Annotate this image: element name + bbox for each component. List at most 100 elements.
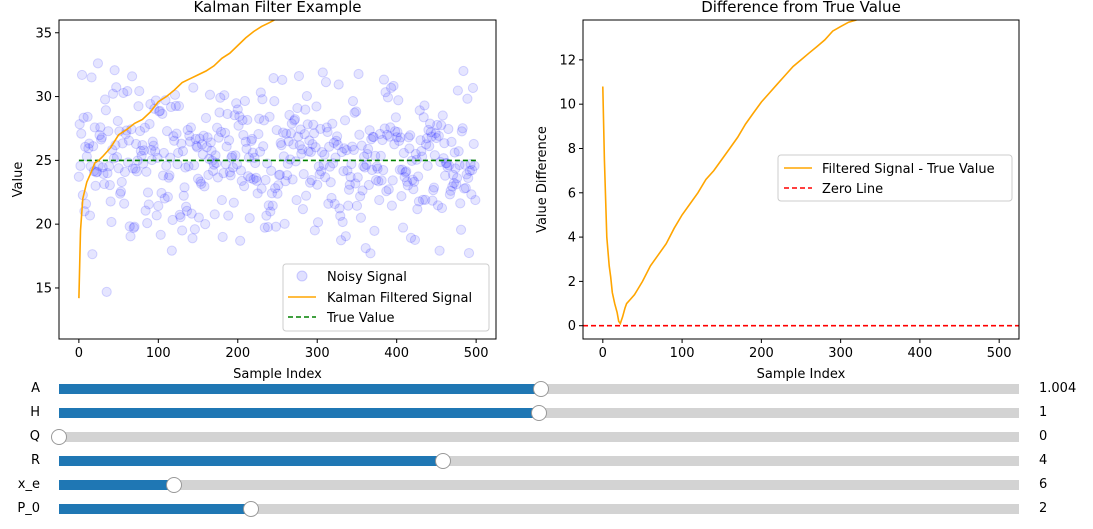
noisy-point xyxy=(252,188,263,199)
noisy-point xyxy=(290,156,301,167)
slider-a-handle[interactable] xyxy=(532,381,549,397)
noisy-point xyxy=(408,183,419,195)
noisy-point xyxy=(289,115,300,126)
slider-p0-value: 2 xyxy=(1039,501,1048,516)
slider-a-track[interactable] xyxy=(59,381,1019,397)
noisy-point xyxy=(426,131,437,142)
noisy-point xyxy=(192,142,203,153)
noisy-point xyxy=(200,112,212,124)
noisy-point xyxy=(303,146,314,157)
legend-diff-label: Filtered Signal - True Value xyxy=(822,162,995,177)
noisy-point xyxy=(259,222,270,233)
slider-a-label: A xyxy=(31,381,40,396)
noisy-point xyxy=(453,146,464,157)
noisy-point xyxy=(127,163,138,174)
slider-r-track[interactable] xyxy=(59,453,1019,469)
y-tick-label: 0 xyxy=(568,319,576,334)
slider-xe-handle[interactable] xyxy=(166,477,183,493)
noisy-point xyxy=(87,249,98,260)
noisy-point xyxy=(191,140,202,151)
noisy-point xyxy=(161,125,173,137)
noisy-point xyxy=(228,197,239,208)
noisy-point xyxy=(147,136,158,147)
noisy-point xyxy=(190,133,201,145)
noisy-point xyxy=(113,163,124,174)
noisy-point xyxy=(229,110,240,121)
noisy-point xyxy=(131,166,142,177)
noisy-point xyxy=(469,160,480,171)
noisy-point xyxy=(392,126,403,138)
noisy-point xyxy=(138,158,149,169)
noisy-point xyxy=(447,181,458,192)
noisy-point xyxy=(159,193,170,204)
noisy-point xyxy=(470,194,481,206)
noisy-point xyxy=(184,130,195,141)
noisy-point xyxy=(227,162,239,173)
noisy-point xyxy=(103,126,114,137)
noisy-point xyxy=(90,180,101,191)
noisy-point xyxy=(178,190,189,201)
noisy-point xyxy=(359,151,370,162)
slider-p0-handle[interactable] xyxy=(243,501,259,517)
noisy-point xyxy=(308,119,319,130)
left-xlabel: Sample Index xyxy=(233,367,322,382)
noisy-point xyxy=(329,198,340,210)
x-tick-label: 200 xyxy=(225,346,250,361)
noisy-point xyxy=(419,100,430,111)
kalman-filtered-line xyxy=(78,20,275,299)
noisy-point xyxy=(399,171,410,183)
slider-a-value: 1.004 xyxy=(1039,381,1077,396)
noisy-point xyxy=(84,138,95,149)
noisy-point xyxy=(332,140,343,151)
noisy-point xyxy=(351,200,363,211)
noisy-point xyxy=(316,166,327,177)
noisy-point xyxy=(463,172,474,184)
noisy-point xyxy=(413,171,424,182)
noisy-point xyxy=(242,114,253,126)
noisy-point xyxy=(148,140,159,151)
slider-q-handle[interactable] xyxy=(51,429,67,445)
x-tick-label: 500 xyxy=(464,346,489,361)
noisy-point xyxy=(117,138,128,149)
x-tick-label: 100 xyxy=(670,346,695,361)
noisy-point xyxy=(173,100,185,112)
noisy-point xyxy=(83,143,94,154)
noisy-point xyxy=(254,113,265,124)
y-tick-label: 25 xyxy=(35,154,52,169)
slider-q-track[interactable] xyxy=(51,429,1019,445)
noisy-point xyxy=(198,130,209,141)
noisy-point xyxy=(356,140,367,151)
slider-h-handle[interactable] xyxy=(531,405,547,421)
noisy-point xyxy=(391,132,402,143)
noisy-point xyxy=(389,139,400,150)
noisy-point xyxy=(119,166,131,178)
y-tick-label: 30 xyxy=(35,90,52,105)
noisy-point xyxy=(336,146,347,158)
noisy-point xyxy=(217,231,228,243)
difference-line xyxy=(602,20,857,326)
noisy-point xyxy=(462,93,473,104)
noisy-point xyxy=(262,221,274,233)
noisy-point xyxy=(82,111,93,122)
noisy-point xyxy=(107,88,119,99)
noisy-point xyxy=(400,167,411,178)
noisy-point xyxy=(335,235,347,246)
noisy-point xyxy=(103,161,115,172)
noisy-point xyxy=(460,182,471,194)
slider-r-handle[interactable] xyxy=(435,453,451,469)
noisy-point xyxy=(258,115,270,126)
slider-h-track[interactable] xyxy=(59,405,1019,421)
noisy-point xyxy=(145,98,156,110)
noisy-point xyxy=(192,173,204,184)
noisy-point xyxy=(394,164,405,175)
noisy-point xyxy=(373,176,384,187)
noisy-point xyxy=(366,164,378,176)
noisy-point xyxy=(130,163,141,174)
slider-xe-track[interactable] xyxy=(59,477,1019,493)
noisy-point xyxy=(133,101,144,112)
noisy-point xyxy=(362,143,374,155)
noisy-point xyxy=(374,194,385,206)
noisy-point xyxy=(436,120,447,131)
slider-p0-track[interactable] xyxy=(59,501,1019,517)
noisy-point xyxy=(413,196,425,207)
